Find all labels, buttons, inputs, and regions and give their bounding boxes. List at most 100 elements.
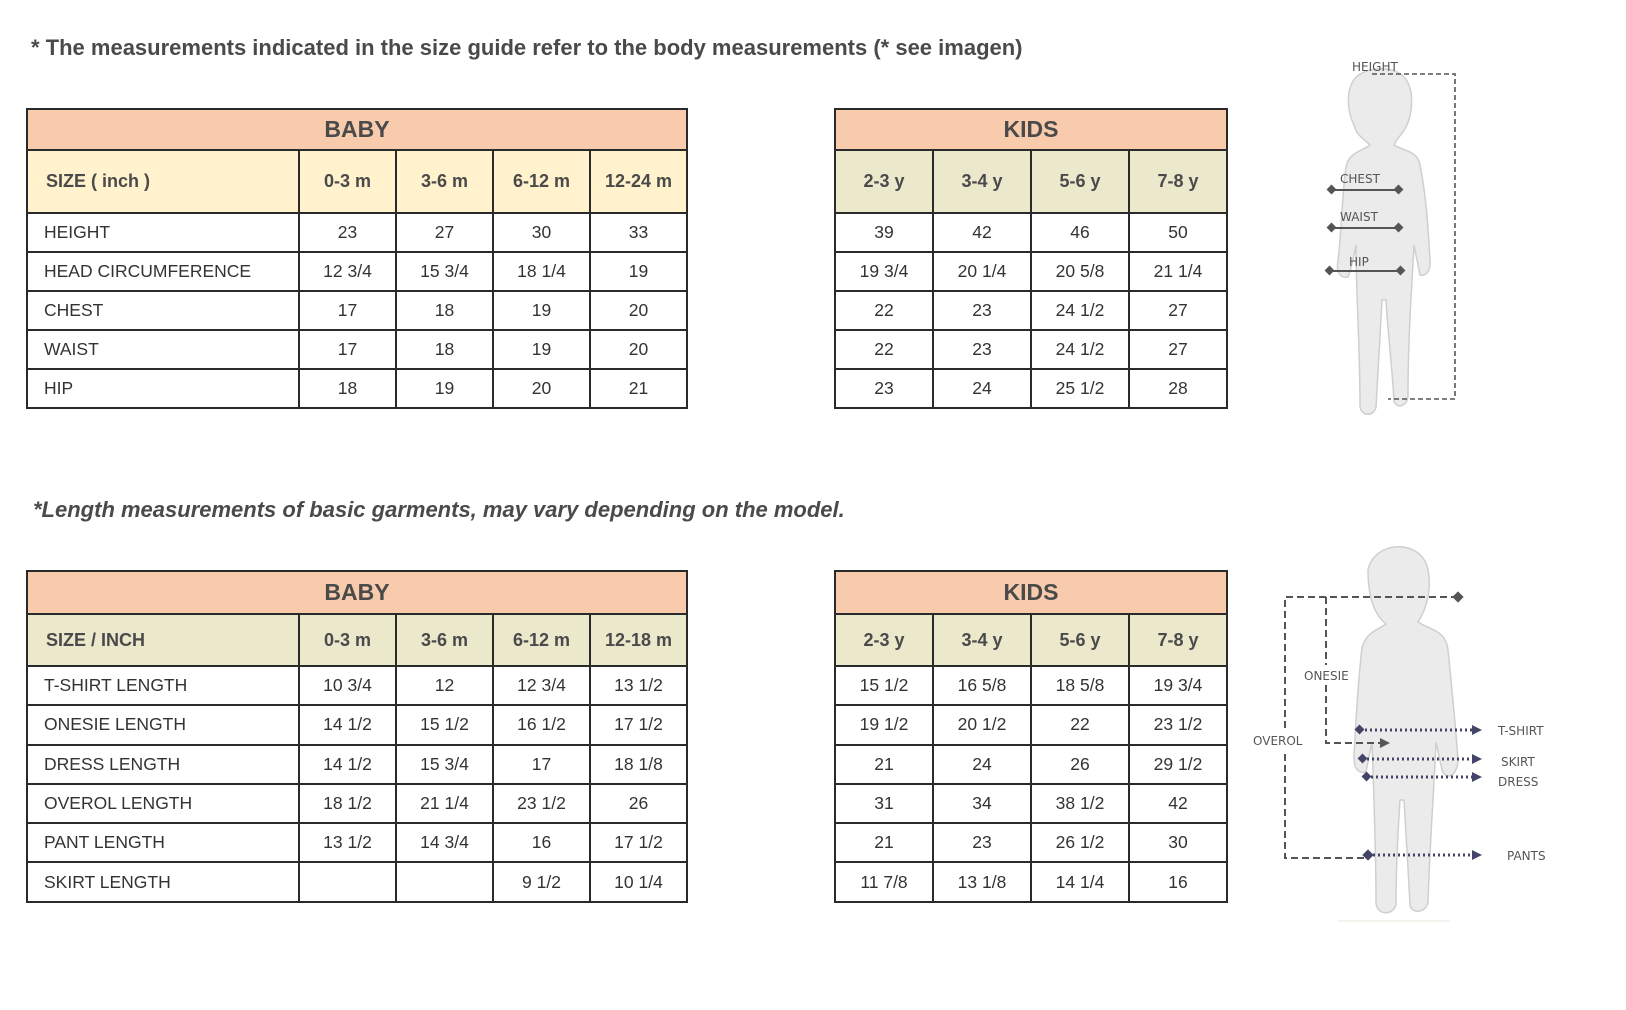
measurement-value: 11 7/8 [834, 861, 934, 903]
table-row: CHEST 17 18 19 20 [26, 290, 688, 331]
table-group-title: KIDS [834, 570, 1228, 615]
measurement-value: 30 [492, 212, 591, 253]
size-column-header: 5-6 y [1030, 149, 1130, 214]
measurement-value: 42 [1128, 782, 1228, 825]
measurement-value: 24 1/2 [1030, 329, 1130, 370]
size-column-header: 7-8 y [1128, 149, 1228, 214]
measurement-value: 18 1/8 [589, 743, 688, 785]
measurement-value: 28 [1128, 368, 1228, 409]
table-row: PANT LENGTH 13 1/2 14 3/4 16 17 1/2 [26, 822, 688, 864]
measurement-value: 24 [932, 368, 1032, 409]
measurement-label: DRESS LENGTH [26, 743, 300, 785]
measurement-value: 19 3/4 [1128, 664, 1228, 707]
body-measurements-note: * The measurements indicated in the size… [31, 35, 1023, 60]
measurement-value: 50 [1128, 212, 1228, 253]
measurement-value [298, 861, 397, 903]
measurement-value: 18 [395, 329, 494, 370]
measurement-value: 19 [395, 368, 494, 409]
measurement-value: 26 1/2 [1030, 822, 1130, 864]
measurement-value: 26 [589, 782, 688, 825]
measurement-value: 20 5/8 [1030, 251, 1130, 292]
measurement-value: 18 [395, 290, 494, 331]
garment-length-note: *Length measurements of basic garments, … [33, 497, 845, 522]
measurement-value: 15 1/2 [395, 704, 494, 746]
measurement-value: 14 1/2 [298, 704, 397, 746]
size-header-row: SIZE / INCH 0-3 m 3-6 m 6-12 m 12-18 m [26, 613, 688, 667]
overol-label: OVEROL [1253, 734, 1303, 748]
measurement-label: OVEROL LENGTH [26, 782, 300, 825]
measurement-value: 22 [834, 329, 934, 370]
measurement-value: 39 [834, 212, 934, 253]
measurement-value: 20 1/4 [932, 251, 1032, 292]
measurement-label: HEIGHT [26, 212, 300, 253]
table-row: 19 1/2 20 1/2 22 23 1/2 [834, 704, 1228, 746]
size-column-header: 7-8 y [1128, 613, 1228, 667]
measurement-value: 29 1/2 [1128, 743, 1228, 785]
measurement-value: 18 [298, 368, 397, 409]
measurement-value: 17 1/2 [589, 822, 688, 864]
child-silhouette [1336, 68, 1431, 415]
measurement-value: 13 1/2 [298, 822, 397, 864]
measurement-label: PANT LENGTH [26, 822, 300, 864]
table-row: 39 42 46 50 [834, 212, 1228, 253]
table-group-title: KIDS [834, 108, 1228, 151]
size-column-header: 0-3 m [298, 613, 397, 667]
body-measurement-figure: HEIGHT CHEST WAIST HIP [1324, 60, 1456, 415]
measurement-value: 16 5/8 [932, 664, 1032, 707]
onesie-label: ONESIE [1304, 669, 1349, 683]
size-label: SIZE / INCH [26, 613, 300, 667]
measurement-value: 17 [492, 743, 591, 785]
size-header-row: SIZE ( inch ) 0-3 m 3-6 m 6-12 m 12-24 m [26, 149, 688, 214]
measurement-value: 15 3/4 [395, 743, 494, 785]
dress-label: DRESS [1498, 775, 1538, 789]
measurement-value: 20 [589, 329, 688, 370]
garment-length-figure: ONESIE OVEROL T-SHIRT SKIRT DRESS PANTS [1252, 546, 1546, 922]
table-row: 23 24 25 1/2 28 [834, 368, 1228, 409]
measurement-value: 18 1/2 [298, 782, 397, 825]
height-dashed-guide [1372, 73, 1456, 400]
table-row: WAIST 17 18 19 20 [26, 329, 688, 370]
table-row: 22 23 24 1/2 27 [834, 329, 1228, 370]
measurement-label: T-SHIRT LENGTH [26, 664, 300, 707]
size-label: SIZE ( inch ) [26, 149, 300, 214]
baby-garment-length-table: BABY SIZE / INCH 0-3 m 3-6 m 6-12 m 12-18 m T-… [26, 570, 688, 903]
measurement-value: 25 1/2 [1030, 368, 1130, 409]
measurement-label: HIP [26, 368, 300, 409]
measurement-value: 12 [395, 664, 494, 707]
measurement-value: 46 [1030, 212, 1130, 253]
measurement-value: 20 [589, 290, 688, 331]
measurement-value: 20 1/2 [932, 704, 1032, 746]
measurement-value: 17 [298, 290, 397, 331]
size-column-header: 5-6 y [1030, 613, 1130, 667]
measurement-value: 27 [1128, 329, 1228, 370]
table-row: T-SHIRT LENGTH 10 3/4 12 12 3/4 13 1/2 [26, 664, 688, 707]
measurement-value: 19 [492, 290, 591, 331]
measurement-value: 14 1/2 [298, 743, 397, 785]
measurement-value: 18 1/4 [492, 251, 591, 292]
measurement-label: HEAD CIRCUMFERENCE [26, 251, 300, 292]
measurement-value: 27 [1128, 290, 1228, 331]
measurement-value: 22 [834, 290, 934, 331]
measurement-value: 15 3/4 [395, 251, 494, 292]
skirt-label: SKIRT [1501, 755, 1535, 769]
measurement-value: 21 [834, 743, 934, 785]
measurement-label: WAIST [26, 329, 300, 370]
onesie-dashed-guide [1325, 597, 1380, 744]
measurement-value: 12 3/4 [298, 251, 397, 292]
measurement-value: 20 [492, 368, 591, 409]
measurement-value: 34 [932, 782, 1032, 825]
tshirt-label: T-SHIRT [1497, 724, 1544, 738]
measurement-label: SKIRT LENGTH [26, 861, 300, 903]
size-column-header: 2-3 y [834, 149, 934, 214]
measurement-value: 17 1/2 [589, 704, 688, 746]
measurement-value: 19 3/4 [834, 251, 934, 292]
measurement-value: 23 1/2 [1128, 704, 1228, 746]
height-label: HEIGHT [1352, 60, 1398, 74]
measurement-value: 23 1/2 [492, 782, 591, 825]
measurement-value: 16 [1128, 861, 1228, 903]
measurement-value: 23 [932, 822, 1032, 864]
measurement-value: 24 1/2 [1030, 290, 1130, 331]
measurement-label: ONESIE LENGTH [26, 704, 300, 746]
chest-label: CHEST [1340, 172, 1381, 186]
measurement-value: 31 [834, 782, 934, 825]
